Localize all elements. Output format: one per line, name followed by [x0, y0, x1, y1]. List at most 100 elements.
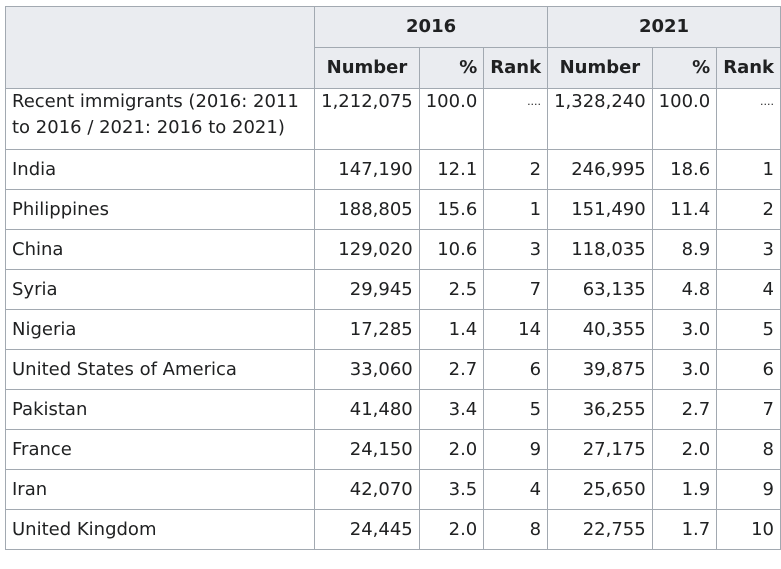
rank-2016: 14	[483, 309, 549, 350]
rank-2016: 2	[483, 149, 549, 190]
country-name: Syria	[4, 269, 316, 310]
country-name: Nigeria	[4, 309, 316, 350]
rank-2016: 1	[483, 189, 549, 230]
column-header-number-2021[interactable]: Number	[547, 47, 653, 89]
rank-2021: 1	[716, 149, 781, 190]
immigrants-table: 2016 2021 Number % Rank Number % Rank Re…	[4, 6, 781, 550]
percent-2021: 3.0	[651, 309, 718, 350]
number-2016: 188,805	[314, 189, 420, 230]
number-2016: 33,060	[314, 349, 420, 390]
country-name: China	[4, 229, 316, 270]
percent-2021: 11.4	[651, 189, 718, 230]
rank-2021: 9	[716, 469, 781, 510]
number-2021: 246,995	[547, 149, 653, 190]
table-row: Philippines 188,805 15.6 1 151,490 11.4 …	[4, 189, 781, 230]
number-2021: 22,755	[547, 509, 653, 550]
table-row: Pakistan 41,480 3.4 5 36,255 2.7 7	[4, 389, 781, 430]
percent-2016: 3.4	[418, 389, 485, 430]
country-name: Pakistan	[4, 389, 316, 430]
table-row: China 129,020 10.6 3 118,035 8.9 3	[4, 229, 781, 270]
row-label: Recent immigrants (2016: 2011 to 2016 / …	[4, 88, 316, 150]
rank-2016: 3	[483, 229, 549, 270]
column-header-number-2016[interactable]: Number	[314, 47, 420, 89]
year-header-2016: 2016	[314, 6, 549, 48]
percent-2021: 2.7	[651, 389, 718, 430]
number-2016: 41,480	[314, 389, 420, 430]
country-name: France	[4, 429, 316, 470]
table-row: United Kingdom 24,445 2.0 8 22,755 1.7 1…	[4, 509, 781, 550]
year-header-2021: 2021	[547, 6, 781, 48]
percent-2021: 1.7	[651, 509, 718, 550]
column-header-percent-2016[interactable]: %	[418, 47, 485, 89]
rank-2021: 2	[716, 189, 781, 230]
rank-2021: 4	[716, 269, 781, 310]
number-2016: 24,445	[314, 509, 420, 550]
table-row: France 24,150 2.0 9 27,175 2.0 8	[4, 429, 781, 470]
percent-2021: 8.9	[651, 229, 718, 270]
number-2021: 39,875	[547, 349, 653, 390]
country-name: Philippines	[4, 189, 316, 230]
number-2021: 40,355	[547, 309, 653, 350]
rank-2021: 7	[716, 389, 781, 430]
number-2016: 24,150	[314, 429, 420, 470]
table-row: Iran 42,070 3.5 4 25,650 1.9 9	[4, 469, 781, 510]
rank-2016: 7	[483, 269, 549, 310]
number-2021: 63,135	[547, 269, 653, 310]
percent-2016: 15.6	[418, 189, 485, 230]
number-2016: 129,020	[314, 229, 420, 270]
number-2016: 42,070	[314, 469, 420, 510]
rank-2021: 5	[716, 309, 781, 350]
percent-2016: 2.5	[418, 269, 485, 310]
rank-2016: 5	[483, 389, 549, 430]
percent-2021: 1.9	[651, 469, 718, 510]
percent-2016: 3.5	[418, 469, 485, 510]
not-applicable-dots: ....	[760, 95, 774, 108]
country-name: United Kingdom	[4, 509, 316, 550]
percent-2016: 100.0	[418, 88, 485, 150]
percent-2016: 2.7	[418, 349, 485, 390]
percent-2016: 2.0	[418, 509, 485, 550]
country-name: Iran	[4, 469, 316, 510]
rank-2021: 6	[716, 349, 781, 390]
table-row: Syria 29,945 2.5 7 63,135 4.8 4	[4, 269, 781, 310]
column-header-rank-2016[interactable]: Rank	[483, 47, 549, 89]
rank-2016: 9	[483, 429, 549, 470]
number-2016: 147,190	[314, 149, 420, 190]
percent-2016: 10.6	[418, 229, 485, 270]
number-2021: 27,175	[547, 429, 653, 470]
number-2021: 1,328,240	[547, 88, 653, 150]
country-name: United States of America	[4, 349, 316, 390]
not-applicable-dots: ....	[527, 95, 542, 108]
percent-2021: 18.6	[651, 149, 718, 190]
rank-2016: 4	[483, 469, 549, 510]
column-header-rank-2021[interactable]: Rank	[716, 47, 781, 89]
rank-2021: ....	[716, 88, 781, 150]
table-row: India 147,190 12.1 2 246,995 18.6 1	[4, 149, 781, 190]
rank-2021: 8	[716, 429, 781, 470]
percent-2021: 3.0	[651, 349, 718, 390]
rank-2016: 8	[483, 509, 549, 550]
table-row: Nigeria 17,285 1.4 14 40,355 3.0 5	[4, 309, 781, 350]
number-2016: 1,212,075	[314, 88, 420, 150]
number-2021: 151,490	[547, 189, 653, 230]
number-2016: 29,945	[314, 269, 420, 310]
number-2021: 118,035	[547, 229, 653, 270]
rank-2021: 3	[716, 229, 781, 270]
number-2016: 17,285	[314, 309, 420, 350]
table-row: Recent immigrants (2016: 2011 to 2016 / …	[4, 88, 781, 150]
country-name: India	[4, 149, 316, 190]
empty-header-cell	[4, 6, 316, 89]
number-2021: 36,255	[547, 389, 653, 430]
column-header-percent-2021[interactable]: %	[651, 47, 718, 89]
number-2021: 25,650	[547, 469, 653, 510]
rank-2021: 10	[716, 509, 781, 550]
percent-2016: 2.0	[418, 429, 485, 470]
table-row: United States of America 33,060 2.7 6 39…	[4, 349, 781, 390]
rank-2016: 6	[483, 349, 549, 390]
percent-2016: 1.4	[418, 309, 485, 350]
percent-2021: 4.8	[651, 269, 718, 310]
rank-2016: ....	[483, 88, 549, 150]
percent-2016: 12.1	[418, 149, 485, 190]
percent-2021: 2.0	[651, 429, 718, 470]
percent-2021: 100.0	[651, 88, 718, 150]
